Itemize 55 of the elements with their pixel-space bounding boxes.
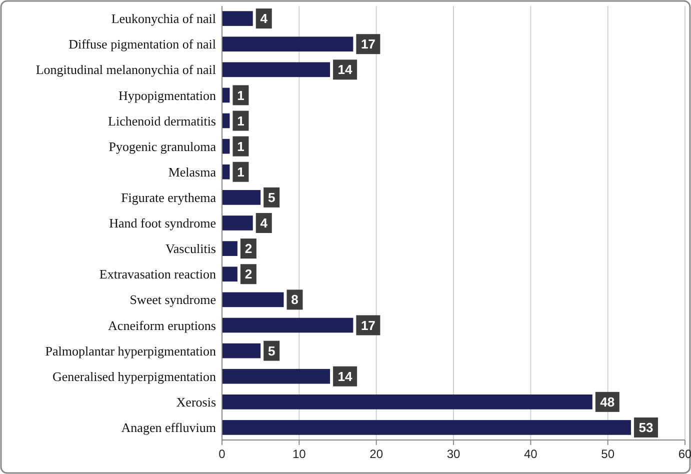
bar [222, 318, 354, 333]
bar [222, 343, 261, 358]
data-label: 53 [638, 420, 654, 436]
bar [222, 292, 284, 308]
y-tick-label: Hypopigmentation [118, 88, 216, 103]
y-tick-label: Leukonychia of nail [111, 11, 216, 26]
y-tick-label: Sweet syndrome [130, 292, 216, 308]
data-label: 1 [237, 164, 244, 180]
bar [222, 11, 253, 26]
y-tick-label: Generalised hyperpigmentation [52, 368, 216, 384]
data-label: 4 [260, 216, 268, 231]
bar [222, 420, 631, 435]
y-tick-label: Vasculitis [165, 241, 216, 256]
bar [222, 164, 230, 180]
y-tick-label: Lichenoid dermatitis [108, 113, 216, 128]
data-label: 5 [268, 343, 276, 358]
data-label: 17 [360, 318, 376, 333]
y-tick-label: Acneiform eruptions [108, 318, 216, 333]
y-tick-label: Hand foot syndrome [109, 216, 216, 231]
data-label: 4 [260, 11, 268, 26]
data-label: 48 [600, 394, 615, 410]
data-label: 1 [237, 138, 244, 154]
data-label: 5 [268, 190, 276, 205]
data-label: 2 [244, 241, 252, 256]
y-tick-label: Anagen effluvium [121, 420, 216, 436]
x-tick-label: 30 [446, 447, 460, 461]
y-tick-label: Longitudinal melanonychia of nail [36, 62, 216, 78]
bar [222, 241, 238, 256]
bar [222, 394, 592, 410]
y-tick-label: Melasma [168, 164, 216, 180]
bar [222, 216, 253, 230]
y-tick-label: Figurate erythema [121, 190, 216, 205]
x-tick-label: 0 [218, 447, 226, 461]
data-label: 8 [291, 292, 298, 308]
data-label: 17 [360, 36, 376, 52]
bar [222, 190, 261, 205]
data-label: 2 [244, 266, 252, 282]
x-tick-label: 50 [601, 447, 615, 461]
data-label: 1 [237, 113, 244, 128]
bar [222, 62, 330, 78]
y-tick-label: Xerosis [176, 394, 216, 410]
data-label: 14 [338, 368, 354, 384]
data-label: 14 [338, 62, 354, 78]
data-label: 1 [237, 88, 244, 103]
y-tick-label: Extravasation reaction [99, 266, 216, 282]
y-tick-label: Pyogenic granuloma [108, 138, 216, 154]
bar [222, 368, 330, 384]
bar [222, 36, 354, 52]
y-tick-label: Palmoplantar hyperpigmentation [45, 343, 216, 358]
x-tick-label: 10 [292, 447, 306, 461]
y-tick-label: Diffuse pigmentation of nail [68, 36, 216, 52]
x-tick-label: 40 [524, 447, 538, 461]
x-tick-label: 60 [678, 447, 691, 461]
bar [222, 266, 238, 282]
x-tick-label: 20 [370, 447, 384, 461]
